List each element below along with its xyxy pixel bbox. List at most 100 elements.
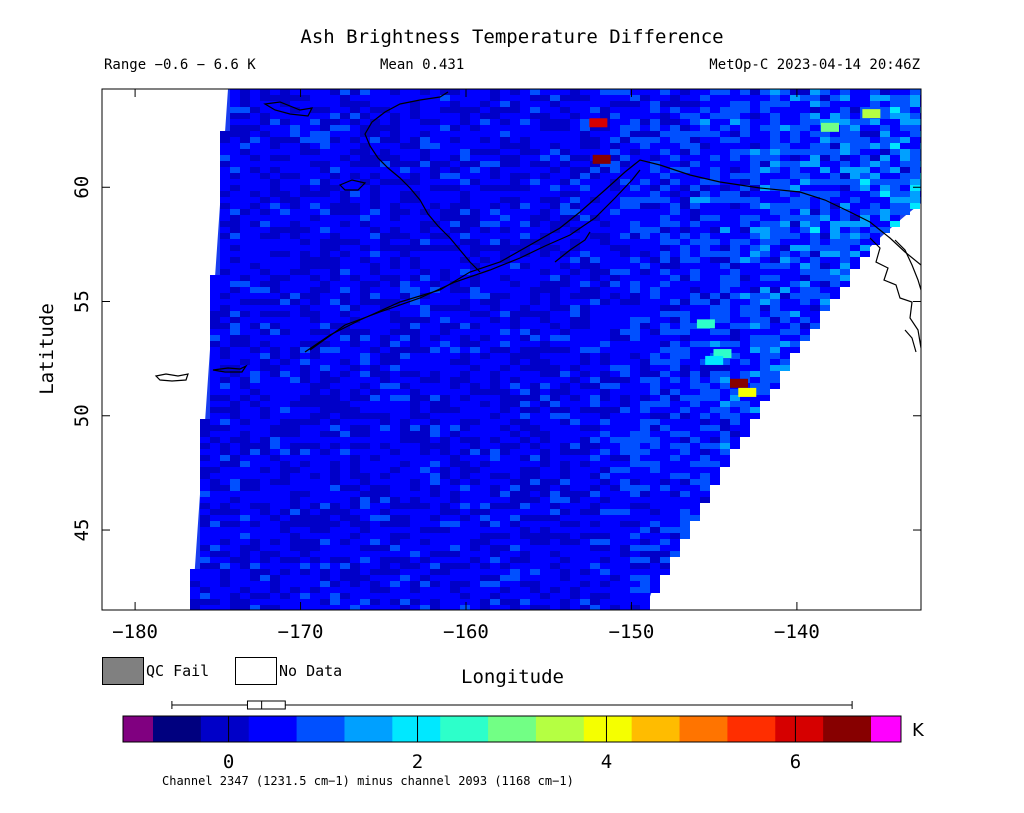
data-cell xyxy=(230,383,240,389)
data-cell xyxy=(710,377,720,383)
data-cell xyxy=(280,125,290,131)
data-cell xyxy=(670,551,680,557)
data-cell xyxy=(490,359,500,365)
data-cell xyxy=(490,215,500,221)
data-cell xyxy=(800,281,810,287)
data-cell xyxy=(310,281,320,287)
data-cell xyxy=(770,209,780,215)
data-cell xyxy=(450,167,460,173)
data-cell xyxy=(460,287,470,293)
data-cell xyxy=(210,329,220,335)
data-cell xyxy=(650,503,660,509)
data-cell xyxy=(220,215,230,221)
data-cell xyxy=(690,155,700,161)
data-cell xyxy=(570,575,580,581)
data-cell xyxy=(510,419,520,425)
data-cell xyxy=(560,413,570,419)
data-cell xyxy=(290,245,300,251)
data-cell xyxy=(630,281,640,287)
data-cell xyxy=(460,497,470,503)
data-cell xyxy=(500,155,510,161)
data-cell xyxy=(210,449,220,455)
data-cell xyxy=(570,437,580,443)
data-cell xyxy=(470,413,480,419)
data-cell xyxy=(770,191,780,197)
data-cell xyxy=(850,215,860,221)
data-cell xyxy=(330,137,340,143)
data-cell xyxy=(610,305,620,311)
data-cell xyxy=(860,203,870,209)
data-cell xyxy=(560,533,570,539)
data-cell xyxy=(660,173,670,179)
data-cell xyxy=(850,221,860,227)
data-cell xyxy=(580,179,590,185)
data-cell xyxy=(580,557,590,563)
data-cell xyxy=(690,95,700,101)
data-cell xyxy=(420,191,430,197)
data-cell xyxy=(820,143,830,149)
data-cell xyxy=(480,485,490,491)
data-cell xyxy=(590,335,600,341)
data-cell xyxy=(690,413,700,419)
data-cell xyxy=(330,491,340,497)
data-cell xyxy=(280,179,290,185)
data-cell xyxy=(490,437,500,443)
data-cell xyxy=(250,155,260,161)
data-cell xyxy=(570,233,580,239)
data-cell xyxy=(350,383,360,389)
data-cell xyxy=(720,335,730,341)
data-cell xyxy=(830,131,840,137)
data-cell xyxy=(850,239,860,245)
data-cell xyxy=(320,389,330,395)
data-cell xyxy=(710,155,720,161)
data-cell xyxy=(330,539,340,545)
data-cell xyxy=(730,269,740,275)
data-cell xyxy=(530,521,540,527)
data-cell xyxy=(370,389,380,395)
data-cell xyxy=(570,563,580,569)
data-cell xyxy=(290,293,300,299)
data-cell xyxy=(260,569,270,575)
data-cell xyxy=(210,503,220,509)
data-cell xyxy=(430,215,440,221)
data-cell xyxy=(580,161,590,167)
data-cell xyxy=(750,113,760,119)
data-cell xyxy=(380,155,390,161)
data-cell xyxy=(370,521,380,527)
data-cell xyxy=(670,521,680,527)
data-cell xyxy=(800,137,810,143)
data-cell xyxy=(710,371,720,377)
data-cell xyxy=(540,533,550,539)
data-cell xyxy=(240,569,250,575)
data-cell xyxy=(530,491,540,497)
data-cell xyxy=(680,251,690,257)
data-cell xyxy=(310,95,320,101)
data-cell xyxy=(900,173,910,179)
data-cell xyxy=(730,287,740,293)
data-cell xyxy=(650,317,660,323)
data-cell xyxy=(750,107,760,113)
data-cell xyxy=(270,173,280,179)
data-cell xyxy=(670,365,680,371)
data-cell xyxy=(630,197,640,203)
data-cell xyxy=(460,383,470,389)
data-cell xyxy=(750,89,760,95)
data-cell xyxy=(450,329,460,335)
data-cell xyxy=(410,113,420,119)
data-cell xyxy=(810,95,820,101)
data-cell xyxy=(800,311,810,317)
data-cell xyxy=(640,359,650,365)
data-cell xyxy=(440,161,450,167)
data-cell xyxy=(680,269,690,275)
data-cell xyxy=(670,371,680,377)
data-cell xyxy=(790,317,800,323)
data-cell xyxy=(500,521,510,527)
data-cell xyxy=(900,197,910,203)
data-cell xyxy=(300,107,310,113)
data-cell xyxy=(390,341,400,347)
data-cell xyxy=(550,203,560,209)
data-cell xyxy=(680,515,690,521)
data-cell xyxy=(500,365,510,371)
data-cell xyxy=(330,563,340,569)
data-cell xyxy=(390,347,400,353)
